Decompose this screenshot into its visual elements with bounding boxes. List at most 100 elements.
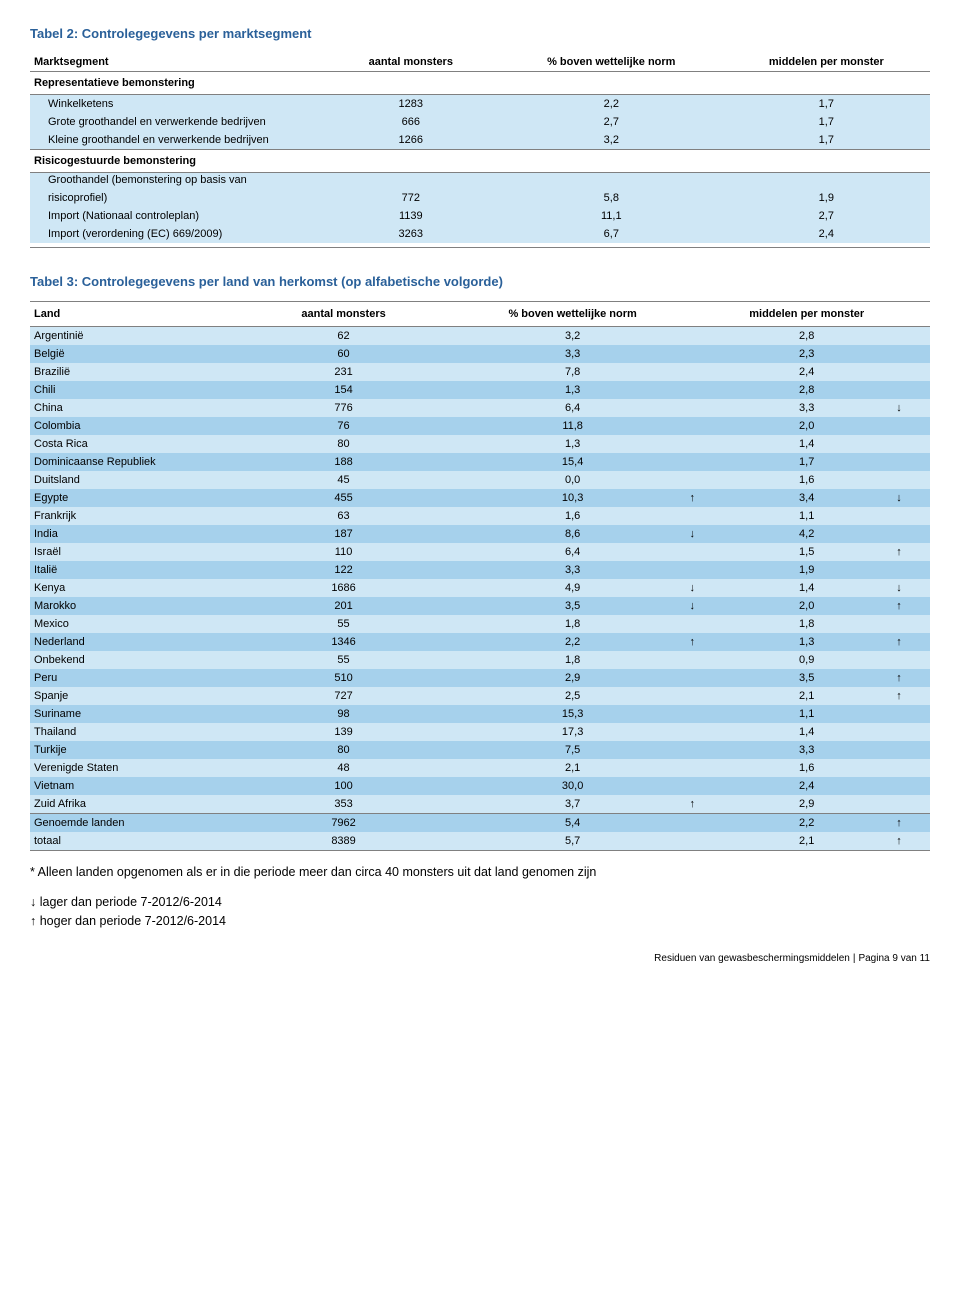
- table-row: Thailand13917,31,4: [30, 723, 930, 741]
- t3-label: India: [30, 525, 265, 543]
- t3-label: Peru: [30, 669, 265, 687]
- t3-b-arrow: ↑: [685, 633, 723, 651]
- t3-a: 353: [265, 795, 425, 814]
- t3-a: 76: [265, 417, 425, 435]
- t3-c: 1,7: [723, 453, 892, 471]
- t3-b: 1,6: [462, 507, 686, 525]
- t3-c-arrow: ↑: [892, 669, 930, 687]
- t2-h4: middelen per monster: [725, 53, 930, 72]
- t3-a: 55: [265, 651, 425, 669]
- t3-c: 2,8: [723, 327, 892, 346]
- table-row: Chili1541,32,8: [30, 381, 930, 399]
- table-row: Duitsland450,01,6: [30, 471, 930, 489]
- t3-c-arrow: [892, 417, 930, 435]
- t2-s1-r1-a: 666: [324, 113, 500, 131]
- legend-up: ↑ hoger dan periode 7-2012/6-2014: [30, 912, 930, 931]
- table-row: Mexico551,81,8: [30, 615, 930, 633]
- t3-a: 139: [265, 723, 425, 741]
- t3-a: 122: [265, 561, 425, 579]
- t3-a-arrow: [425, 832, 462, 851]
- t3-b-arrow: [685, 615, 723, 633]
- t3-c: 3,3: [723, 399, 892, 417]
- t3-a-arrow: [425, 687, 462, 705]
- t3-c-arrow: [892, 345, 930, 363]
- t2-s2-r1-l: Import (Nationaal controleplan): [30, 207, 324, 225]
- legend: ↓ lager dan periode 7-2012/6-2014 ↑ hoge…: [30, 893, 930, 931]
- t2-s1-r2-b: 3,2: [500, 131, 725, 150]
- t3-b-arrow: ↓: [685, 579, 723, 597]
- t3-a-arrow: [425, 345, 462, 363]
- t3-c-arrow: [892, 795, 930, 814]
- t3-c: 1,4: [723, 723, 892, 741]
- t3-b: 6,4: [462, 543, 686, 561]
- t3-a-arrow: [425, 327, 462, 346]
- t3-b: 1,8: [462, 651, 686, 669]
- table-row: Suriname9815,31,1: [30, 705, 930, 723]
- t3-label: Nederland: [30, 633, 265, 651]
- t3-b-arrow: [685, 687, 723, 705]
- page-footer: Residuen van gewasbeschermingsmiddelen|P…: [30, 953, 930, 964]
- t3-b-arrow: [685, 345, 723, 363]
- t3-label: Brazilië: [30, 363, 265, 381]
- t3-a-arrow: [425, 669, 462, 687]
- t3-b-arrow: [685, 759, 723, 777]
- t3-label: Israël: [30, 543, 265, 561]
- t3-c: 1,4: [723, 435, 892, 453]
- t3-c-arrow: ↓: [892, 399, 930, 417]
- t3-label: Verenigde Staten: [30, 759, 265, 777]
- table-row: China7766,43,3↓: [30, 399, 930, 417]
- table-row: Spanje7272,52,1↑: [30, 687, 930, 705]
- t2-s1-r2-l: Kleine groothandel en verwerkende bedrij…: [30, 131, 324, 150]
- table-row: Israël1106,41,5↑: [30, 543, 930, 561]
- t3-b: 30,0: [462, 777, 686, 795]
- t3-label: Spanje: [30, 687, 265, 705]
- t3-b: 1,8: [462, 615, 686, 633]
- t3-c: 2,4: [723, 363, 892, 381]
- t3-a-arrow: [425, 597, 462, 615]
- t2-s1-r0-l: Winkelketens: [30, 95, 324, 114]
- t3-a-arrow: [425, 417, 462, 435]
- t2-s2-r0-a: 772: [324, 189, 500, 207]
- t3-c: 1,4: [723, 579, 892, 597]
- t2-s2-r1-b: 11,1: [500, 207, 725, 225]
- t2-h1: Marktsegment: [30, 53, 324, 72]
- t3-h3: % boven wettelijke norm: [462, 302, 686, 327]
- t3-label: Frankrijk: [30, 507, 265, 525]
- t3-c: 1,1: [723, 507, 892, 525]
- t3-c-arrow: ↑: [892, 597, 930, 615]
- t3-a-arrow: [425, 543, 462, 561]
- t3-a: 187: [265, 525, 425, 543]
- t3-a-arrow: [425, 723, 462, 741]
- t3-b: 7,5: [462, 741, 686, 759]
- t3-b-arrow: [685, 543, 723, 561]
- t3-b-arrow: [685, 399, 723, 417]
- table-row: Turkije807,53,3: [30, 741, 930, 759]
- t3-a-arrow: [425, 471, 462, 489]
- t3-a: 48: [265, 759, 425, 777]
- t3-b: 6,4: [462, 399, 686, 417]
- table-row: Marokko2013,5↓2,0↑: [30, 597, 930, 615]
- t3-a: 510: [265, 669, 425, 687]
- t3-c-arrow: [892, 381, 930, 399]
- footer-left: Residuen van gewasbeschermingsmiddelen: [654, 953, 850, 964]
- t3-c: 1,6: [723, 471, 892, 489]
- t3-label: Onbekend: [30, 651, 265, 669]
- legend-down: ↓ lager dan periode 7-2012/6-2014: [30, 893, 930, 912]
- table-row: Colombia7611,82,0: [30, 417, 930, 435]
- table-row: Argentinië623,22,8: [30, 327, 930, 346]
- t3-a: 55: [265, 615, 425, 633]
- t2-s2-r0-l2: risicoprofiel): [30, 189, 324, 207]
- table3-title: Tabel 3: Controlegegevens per land van h…: [30, 274, 930, 289]
- t3-a: 1346: [265, 633, 425, 651]
- table2: Marktsegment aantal monsters % boven wet…: [30, 53, 930, 248]
- t2-s2-r2-a: 3263: [324, 225, 500, 243]
- t2-s2-r2-b: 6,7: [500, 225, 725, 243]
- t3-a-arrow: [425, 399, 462, 417]
- t3-label: totaal: [30, 832, 265, 851]
- t3-a: 188: [265, 453, 425, 471]
- table-row: Onbekend551,80,9: [30, 651, 930, 669]
- t2-s1-r0-c: 1,7: [725, 95, 930, 114]
- t3-c: 1,9: [723, 561, 892, 579]
- t3-b-arrow: [685, 507, 723, 525]
- t3-b: 1,3: [462, 381, 686, 399]
